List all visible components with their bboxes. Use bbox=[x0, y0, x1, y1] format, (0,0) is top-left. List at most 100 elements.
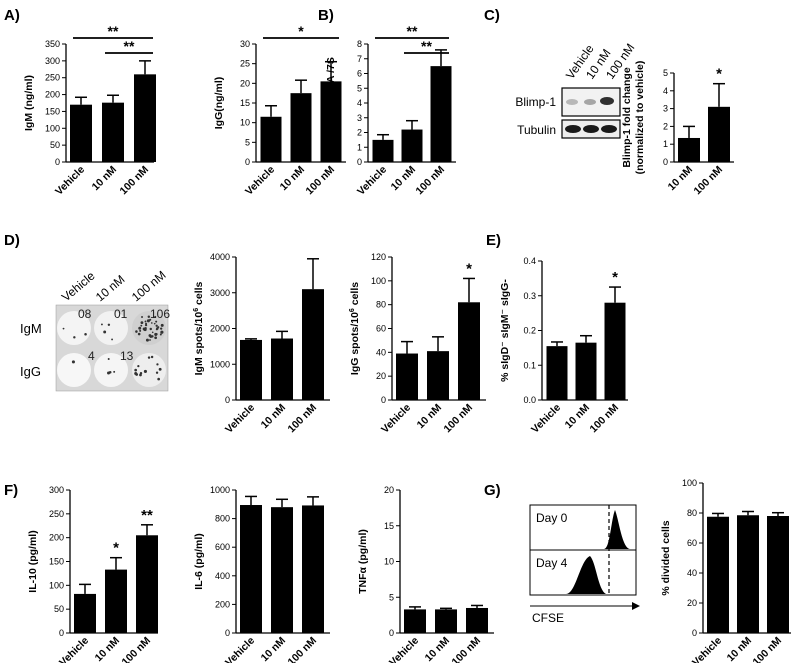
chart-sigd-negative-cells: 0.0 0.1 0.2 0.3 0.4 % sIgD⁻ sIgM⁻ sIgG- Vehicl… bbox=[499, 256, 628, 436]
y-tick-label: 5 bbox=[663, 68, 668, 78]
y-axis-label: % divided cells bbox=[660, 520, 672, 595]
bar bbox=[737, 515, 759, 633]
bar bbox=[575, 342, 597, 400]
elispot-well-igg-vehicle bbox=[57, 353, 91, 387]
elispot-spot bbox=[147, 315, 151, 319]
category-label: Vehicle bbox=[379, 402, 413, 436]
category-label: 100 nM bbox=[413, 163, 447, 197]
y-tick-label: 10 bbox=[240, 118, 250, 128]
y-axis-label-line2: (normalized to vehicle) bbox=[634, 61, 646, 175]
category-label: Vehicle bbox=[57, 635, 91, 663]
bar bbox=[302, 289, 324, 400]
category-label: Vehicle bbox=[243, 164, 277, 198]
elispot-lane-label-10nm: 10 nM bbox=[93, 272, 128, 304]
chart-il6: 0 200 400 600 800 1000 IL-6 (pg/ml) Vehicle 10 n… bbox=[193, 485, 330, 663]
y-tick-label: 5 bbox=[357, 83, 362, 93]
y-tick-label: 0.0 bbox=[523, 395, 536, 405]
y-tick-label: 600 bbox=[215, 542, 230, 552]
category-label: 100 nM bbox=[441, 401, 475, 435]
y-tick-label: 3 bbox=[663, 104, 668, 114]
elispot-spot bbox=[147, 356, 151, 359]
y-tick-label: 300 bbox=[49, 485, 64, 495]
y-tick-label: 15 bbox=[384, 521, 394, 531]
y-tick-label: 1 bbox=[663, 139, 668, 149]
chart-divided-cells: 0 20 40 60 80 100 % divided cells Vehicle 10 nM1… bbox=[660, 478, 791, 663]
bar bbox=[260, 116, 282, 162]
category-label: 100 nM bbox=[750, 634, 784, 663]
elispot-spot bbox=[138, 326, 142, 330]
elispot-spot bbox=[155, 324, 158, 327]
elispot-spot bbox=[141, 315, 144, 318]
bar bbox=[105, 569, 127, 633]
elispot-well-number-igg-10nm: 4 bbox=[88, 349, 95, 363]
bar bbox=[134, 74, 156, 162]
y-tick-label: 15 bbox=[240, 98, 250, 108]
elispot-spot bbox=[157, 377, 160, 381]
panel-label-c: C) bbox=[484, 7, 500, 24]
elispot-spot bbox=[148, 334, 152, 337]
y-axis-label: IL-6 (pg/ml) bbox=[193, 533, 205, 590]
elispot-spot bbox=[154, 336, 158, 340]
bar bbox=[707, 516, 729, 633]
y-tick-label: 50 bbox=[54, 604, 64, 614]
y-tick-label: 80 bbox=[376, 300, 386, 310]
elispot-well-igm-vehicle bbox=[57, 311, 91, 345]
elispot-spot bbox=[155, 332, 158, 336]
bar bbox=[74, 593, 96, 633]
significance-star: * bbox=[612, 269, 618, 286]
y-tick-label: 20 bbox=[384, 485, 394, 495]
elispot-spot bbox=[145, 338, 149, 342]
y-tick-label: 40 bbox=[376, 347, 386, 357]
category-label: Vehicle bbox=[387, 635, 421, 663]
category-label: 100 nM bbox=[285, 401, 319, 435]
y-tick-label: 1000 bbox=[210, 485, 230, 495]
category-label: 10 nM bbox=[259, 401, 289, 431]
elispot-spot bbox=[144, 327, 147, 330]
category-label: Vehicle bbox=[53, 164, 87, 198]
y-tick-label: 0 bbox=[55, 157, 60, 167]
blot-band-tubulin-10nm bbox=[583, 125, 599, 133]
bar bbox=[240, 339, 262, 400]
elispot-spot bbox=[149, 339, 151, 341]
y-tick-label: 200 bbox=[49, 533, 64, 543]
y-tick-label: 0 bbox=[389, 628, 394, 638]
y-tick-label: 0 bbox=[245, 157, 250, 167]
elispot-spot bbox=[140, 324, 143, 327]
y-tick-label: 80 bbox=[687, 508, 697, 518]
histogram-label-day0: Day 0 bbox=[536, 511, 568, 525]
elispot-spot bbox=[156, 327, 159, 330]
bar bbox=[372, 139, 394, 162]
bar bbox=[320, 81, 342, 162]
y-axis-label: TNFα (pg/ml) bbox=[357, 529, 369, 594]
significance-label: ** bbox=[407, 23, 418, 39]
y-tick-label: 0.1 bbox=[523, 360, 536, 370]
elispot-spot bbox=[155, 320, 158, 323]
y-tick-label: 4 bbox=[663, 86, 668, 96]
category-label: Vehicle bbox=[223, 402, 257, 436]
y-tick-label: 0.3 bbox=[523, 291, 536, 301]
y-tick-label: 200 bbox=[45, 90, 60, 100]
blot-band-tubulin-vehicle bbox=[565, 125, 581, 133]
bar bbox=[708, 106, 730, 162]
category-label: Vehicle bbox=[690, 635, 724, 663]
elispot-spot bbox=[73, 336, 76, 339]
elispot-spot bbox=[71, 360, 75, 364]
category-label: Vehicle bbox=[529, 402, 563, 436]
bar bbox=[678, 137, 700, 162]
y-tick-label: 0 bbox=[663, 157, 668, 167]
elispot-spot bbox=[135, 330, 138, 333]
significance-label: ** bbox=[124, 38, 135, 54]
y-axis-label: Blimp-1 fold change bbox=[621, 67, 633, 168]
panel-label-g: G) bbox=[484, 482, 501, 499]
panel-label-a: A) bbox=[4, 7, 20, 24]
bar bbox=[466, 607, 488, 633]
y-tick-label: 4 bbox=[357, 98, 362, 108]
significance-label: ** bbox=[421, 38, 432, 54]
elispot-lane-label-vehicle: Vehicle bbox=[59, 268, 98, 304]
bar bbox=[767, 516, 789, 633]
y-tick-label: 20 bbox=[687, 598, 697, 608]
elispot-spot bbox=[151, 331, 154, 334]
elispot-spot bbox=[108, 370, 112, 374]
